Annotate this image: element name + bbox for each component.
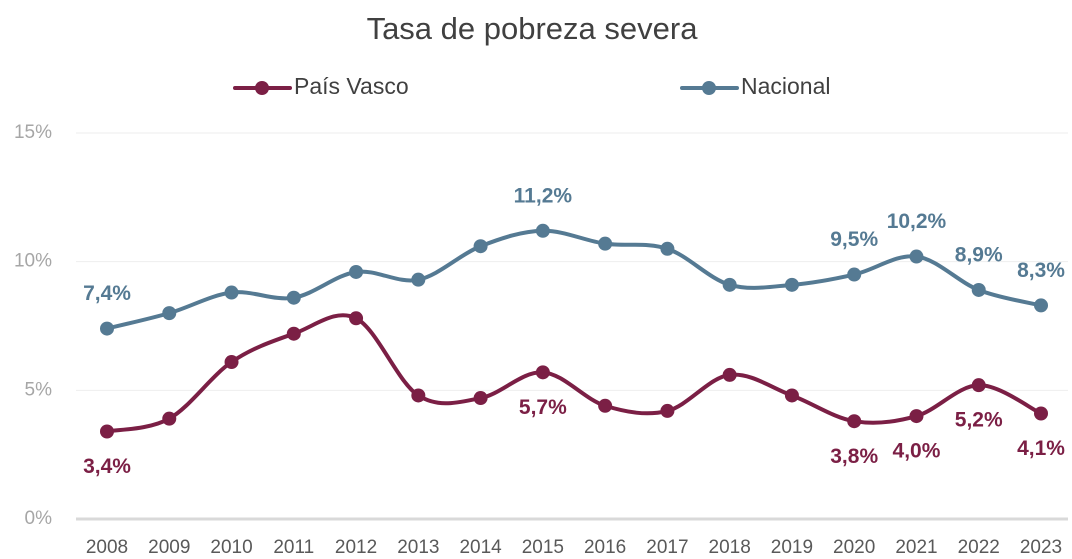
data-point xyxy=(598,398,613,413)
data-label: 5,7% xyxy=(519,396,567,419)
x-tick-label: 2022 xyxy=(958,537,1000,558)
data-label: 5,2% xyxy=(955,409,1003,432)
data-label: 3,8% xyxy=(830,445,878,468)
x-tick-label: 2019 xyxy=(771,537,813,558)
data-point xyxy=(660,403,675,418)
data-point xyxy=(473,239,488,254)
data-point xyxy=(286,326,301,341)
data-point xyxy=(535,365,550,380)
data-point xyxy=(1034,406,1048,421)
x-tick-label: 2020 xyxy=(833,537,875,558)
data-point xyxy=(784,277,799,292)
x-tick-label: 2023 xyxy=(1020,537,1062,558)
data-point xyxy=(722,277,737,292)
y-tick-label: 5% xyxy=(25,379,53,400)
x-tick-label: 2010 xyxy=(210,537,252,558)
data-point xyxy=(847,267,862,282)
chart-title: Tasa de pobreza severa xyxy=(367,11,699,46)
data-point xyxy=(411,272,426,287)
data-label: 4,0% xyxy=(893,440,941,463)
data-label: 11,2% xyxy=(514,184,573,207)
y-tick-label: 10% xyxy=(14,251,52,272)
series-line xyxy=(106,313,1042,434)
data-point xyxy=(162,411,177,426)
data-label: 7,4% xyxy=(83,282,131,305)
data-point xyxy=(286,290,301,305)
series-line xyxy=(106,228,1042,331)
data-point xyxy=(847,414,862,429)
data-point xyxy=(162,306,177,321)
data-point xyxy=(100,424,114,439)
x-tick-label: 2012 xyxy=(335,537,377,558)
data-point xyxy=(971,282,986,297)
data-label: 8,3% xyxy=(1017,259,1065,282)
x-tick-label: 2013 xyxy=(397,537,439,558)
y-tick-label: 0% xyxy=(25,508,53,529)
x-tick-label: 2009 xyxy=(148,537,190,558)
legend-marker xyxy=(702,81,716,95)
data-point xyxy=(473,391,488,406)
data-point xyxy=(100,321,114,336)
x-tick-label: 2015 xyxy=(522,537,564,558)
x-tick-label: 2014 xyxy=(459,537,502,558)
x-tick-label: 2021 xyxy=(895,537,937,558)
data-label: 8,9% xyxy=(955,244,1003,267)
data-point xyxy=(349,311,364,326)
data-point xyxy=(722,367,737,382)
legend-marker xyxy=(255,81,269,95)
data-label: 4,1% xyxy=(1017,437,1065,460)
data-point xyxy=(535,223,550,238)
legend-label: Nacional xyxy=(741,73,831,99)
data-point xyxy=(598,236,613,251)
data-point xyxy=(349,264,364,279)
data-point xyxy=(784,388,799,403)
data-point xyxy=(660,241,675,256)
y-tick-label: 15% xyxy=(14,122,52,143)
x-tick-label: 2017 xyxy=(646,537,688,558)
x-tick-label: 2018 xyxy=(709,537,751,558)
data-label: 9,5% xyxy=(830,228,878,251)
legend-label: País Vasco xyxy=(294,73,409,99)
data-label: 3,4% xyxy=(83,455,131,478)
data-point xyxy=(224,285,239,300)
data-point xyxy=(224,355,239,370)
data-point xyxy=(1034,298,1048,313)
data-point xyxy=(909,409,924,424)
data-point xyxy=(411,388,426,403)
x-tick-label: 2016 xyxy=(584,537,626,558)
x-tick-label: 2008 xyxy=(86,537,128,558)
data-label: 10,2% xyxy=(887,210,947,233)
data-point xyxy=(909,249,924,264)
data-point xyxy=(971,378,986,393)
x-tick-label: 2011 xyxy=(273,537,314,558)
